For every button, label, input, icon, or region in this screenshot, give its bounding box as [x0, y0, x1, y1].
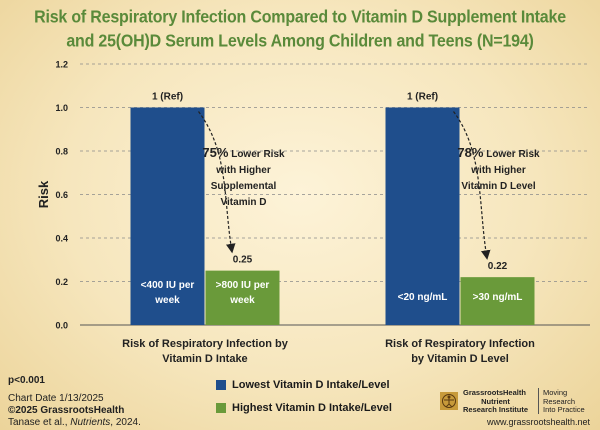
annotation-percent: 75%	[202, 145, 228, 160]
y-tick-label: 0.0	[55, 321, 68, 331]
logo-tagline: Moving Research Into Practice	[543, 388, 585, 415]
logo-line2: Nutrient	[481, 396, 510, 406]
bar-labels: 1 (Ref) <400 IU per week 0.25 >800 IU per wee…	[122, 92, 540, 366]
bar-inner-label: >30 ng/mL	[473, 292, 523, 303]
logo-url: www.grassrootshealth.net	[487, 417, 591, 427]
y-tick-label: 0.6	[55, 190, 68, 200]
y-axis: 0.0 0.2 0.4 0.6 0.8 1.0 1.2 Risk	[36, 60, 68, 331]
bar-value-label: 0.22	[488, 261, 508, 272]
reduction-arrow	[453, 111, 491, 260]
citation-suffix: , 2024.	[110, 417, 141, 428]
annotation-line: 75% Lower Risk	[202, 145, 285, 160]
legend-swatch-green	[216, 403, 226, 413]
legend-label-lowest: Lowest Vitamin D Intake/Level	[232, 379, 390, 391]
bar	[385, 107, 460, 325]
p-value: p<0.001	[8, 375, 45, 386]
annotation-lower-risk: Lower Risk	[483, 149, 540, 160]
y-axis-label: Risk	[36, 180, 51, 208]
bar-inner-label: <20 ng/mL	[398, 292, 448, 303]
copyright: ©2025 GrassrootsHealth	[8, 405, 125, 416]
bar-value-label: 0.25	[233, 255, 253, 266]
y-tick-label: 1.0	[55, 103, 68, 113]
legend-swatch-blue	[216, 380, 226, 390]
bar	[130, 107, 205, 325]
bars	[130, 107, 535, 325]
citation-prefix: Tanase et al.,	[8, 417, 71, 428]
bar-value-label: 1 (Ref)	[407, 92, 438, 103]
chart-title-line1: Risk of Respiratory Infection Compared t…	[34, 7, 566, 27]
annotation-line: 78% Lower Risk	[457, 145, 540, 160]
group-label: Risk of Respiratory Infection	[385, 338, 535, 350]
chart-title-line2: and 25(OH)D Serum Levels Among Children …	[66, 31, 534, 51]
bar-inner-label: week	[229, 295, 255, 306]
bar-inner-label: week	[154, 295, 180, 306]
group-label: Vitamin D Intake	[162, 353, 247, 365]
group-label: Risk of Respiratory Infection by	[122, 338, 289, 350]
annotation-line: Supplemental	[211, 181, 277, 192]
logo-tag1: Moving	[543, 388, 568, 397]
vitruvian-logo-icon	[440, 392, 458, 410]
logo-divider	[538, 388, 539, 414]
logo-org-name: GrassrootsHealth Nutrient Research Insti…	[463, 388, 529, 415]
legend-item-lowest: Lowest Vitamin D Intake/Level	[216, 379, 390, 391]
logo-tag2: Research	[543, 396, 576, 406]
bar-inner-label: <400 IU per	[141, 280, 195, 291]
citation-journal: Nutrients	[70, 417, 111, 428]
group-label: by Vitamin D Level	[411, 353, 509, 365]
bar	[205, 270, 280, 325]
annotation-line: Vitamin D Level	[461, 181, 536, 192]
chart-date: Chart Date 1/13/2025	[8, 393, 104, 404]
bar-value-label: 1 (Ref)	[152, 92, 183, 103]
citation: Tanase et al., Nutrients, 2024.	[8, 417, 141, 428]
bar	[460, 277, 535, 325]
annotation-line: with Higher	[470, 165, 526, 176]
bar-inner-label: >800 IU per	[216, 280, 270, 291]
logo-tag3: Into Practice	[543, 405, 585, 414]
reduction-arrow	[198, 111, 236, 254]
annotation-percent: 78%	[457, 145, 483, 160]
y-tick-label: 0.4	[55, 234, 68, 244]
y-tick-label: 0.8	[55, 147, 68, 157]
legend-label-highest: Highest Vitamin D Intake/Level	[232, 402, 392, 414]
y-tick-label: 0.2	[55, 277, 68, 287]
logo-line1: GrassrootsHealth	[463, 388, 526, 397]
logo-line3: Research Institute	[463, 405, 529, 414]
legend-item-highest: Highest Vitamin D Intake/Level	[216, 402, 392, 414]
y-tick-label: 1.2	[55, 60, 68, 70]
annotation-lower-risk: Lower Risk	[228, 149, 285, 160]
annotation-line: with Higher	[215, 165, 271, 176]
annotation-line: Vitamin D	[221, 197, 267, 208]
